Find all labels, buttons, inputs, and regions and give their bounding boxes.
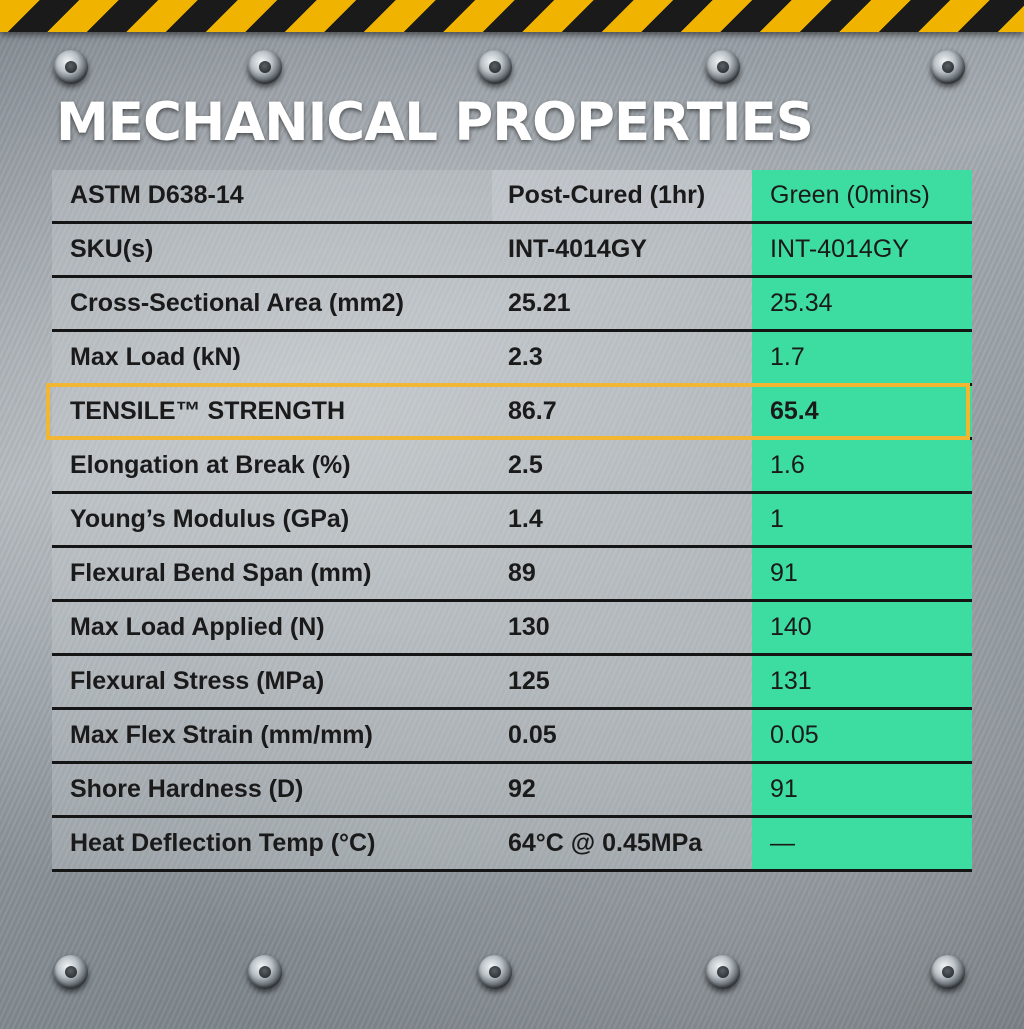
post-cured-value: 1.4	[492, 494, 752, 545]
property-label: SKU(s)	[52, 224, 492, 275]
table-row: Cross-Sectional Area (mm2) 25.21 25.34	[52, 278, 972, 332]
bolt-icon	[478, 955, 512, 989]
post-cured-value: 125	[492, 656, 752, 707]
green-value: 1.7	[752, 332, 972, 383]
property-label: Heat Deflection Temp (°C)	[52, 818, 492, 869]
bolt-icon	[478, 50, 512, 84]
green-value: 91	[752, 764, 972, 815]
green-value: 91	[752, 548, 972, 599]
table-header-row: ASTM D638-14 Post-Cured (1hr) Green (0mi…	[52, 170, 972, 224]
green-value: 65.4	[752, 386, 972, 437]
table-row: SKU(s) INT-4014GY INT-4014GY	[52, 224, 972, 278]
header-post-cured: Post-Cured (1hr)	[492, 170, 752, 221]
green-value: 131	[752, 656, 972, 707]
table-row: Max Load (kN) 2.3 1.7	[52, 332, 972, 386]
table-row: Young’s Modulus (GPa) 1.4 1	[52, 494, 972, 548]
post-cured-value: 86.7	[492, 386, 752, 437]
green-value: INT-4014GY	[752, 224, 972, 275]
property-label: Flexural Bend Span (mm)	[52, 548, 492, 599]
green-value: 0.05	[752, 710, 972, 761]
table-row: Heat Deflection Temp (°C) 64°C @ 0.45MPa…	[52, 818, 972, 872]
post-cured-value: 64°C @ 0.45MPa	[492, 818, 752, 869]
post-cured-value: 92	[492, 764, 752, 815]
bolt-icon	[931, 50, 965, 84]
bolt-icon	[706, 955, 740, 989]
property-label: Flexural Stress (MPa)	[52, 656, 492, 707]
property-label: TENSILE™ STRENGTH	[52, 386, 492, 437]
bolt-icon	[248, 955, 282, 989]
property-label: Max Load (kN)	[52, 332, 492, 383]
table-row: Flexural Stress (MPa) 125 131	[52, 656, 972, 710]
post-cured-value: 130	[492, 602, 752, 653]
green-value: 1.6	[752, 440, 972, 491]
header-standard: ASTM D638-14	[52, 170, 492, 221]
table-row-highlighted: TENSILE™ STRENGTH 86.7 65.4	[46, 383, 972, 440]
hazard-stripe-banner	[0, 0, 1024, 32]
post-cured-value: 89	[492, 548, 752, 599]
post-cured-value: 2.5	[492, 440, 752, 491]
bolt-icon	[54, 50, 88, 84]
property-label: Max Flex Strain (mm/mm)	[52, 710, 492, 761]
bolt-icon	[706, 50, 740, 84]
post-cured-value: 0.05	[492, 710, 752, 761]
table-row: Max Flex Strain (mm/mm) 0.05 0.05	[52, 710, 972, 764]
post-cured-value: 25.21	[492, 278, 752, 329]
table-row: Max Load Applied (N) 130 140	[52, 602, 972, 656]
post-cured-value: INT-4014GY	[492, 224, 752, 275]
properties-table: ASTM D638-14 Post-Cured (1hr) Green (0mi…	[46, 170, 972, 872]
property-label: Max Load Applied (N)	[52, 602, 492, 653]
header-green: Green (0mins)	[752, 170, 972, 221]
green-value: 25.34	[752, 278, 972, 329]
property-label: Elongation at Break (%)	[52, 440, 492, 491]
property-label: Shore Hardness (D)	[52, 764, 492, 815]
table-row: Shore Hardness (D) 92 91	[52, 764, 972, 818]
property-label: Young’s Modulus (GPa)	[52, 494, 492, 545]
bolt-icon	[931, 955, 965, 989]
post-cured-value: 2.3	[492, 332, 752, 383]
table-row: Flexural Bend Span (mm) 89 91	[52, 548, 972, 602]
green-value: 140	[752, 602, 972, 653]
table-row: Elongation at Break (%) 2.5 1.6	[52, 440, 972, 494]
bolt-icon	[248, 50, 282, 84]
bolt-icon	[54, 955, 88, 989]
green-value: 1	[752, 494, 972, 545]
property-label: Cross-Sectional Area (mm2)	[52, 278, 492, 329]
page-title: MECHANICAL PROPERTIES	[56, 92, 814, 153]
green-value: —	[752, 818, 972, 869]
